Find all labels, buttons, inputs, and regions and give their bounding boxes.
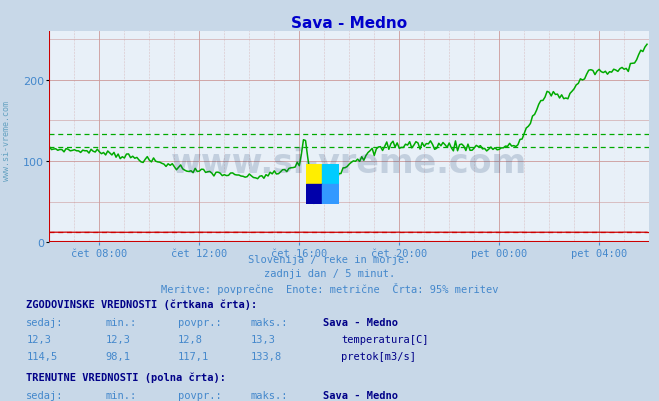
- Text: 12,3: 12,3: [26, 334, 51, 344]
- Text: Slovenija / reke in morje.: Slovenija / reke in morje.: [248, 255, 411, 265]
- Text: Sava - Medno: Sava - Medno: [323, 317, 398, 327]
- Text: maks.:: maks.:: [250, 390, 288, 400]
- Text: 12,8: 12,8: [178, 334, 203, 344]
- Text: povpr.:: povpr.:: [178, 390, 221, 400]
- Text: www.si-vreme.com: www.si-vreme.com: [171, 146, 527, 179]
- Text: Sava - Medno: Sava - Medno: [323, 390, 398, 400]
- Text: povpr.:: povpr.:: [178, 317, 221, 327]
- Text: sedaj:: sedaj:: [26, 317, 64, 327]
- Bar: [322, 164, 339, 184]
- Text: 117,1: 117,1: [178, 351, 209, 361]
- Title: Sava - Medno: Sava - Medno: [291, 16, 407, 31]
- Text: TRENUTNE VREDNOSTI (polna črta):: TRENUTNE VREDNOSTI (polna črta):: [26, 372, 226, 382]
- Text: www.si-vreme.com: www.si-vreme.com: [2, 100, 11, 180]
- Text: min.:: min.:: [105, 390, 136, 400]
- Text: 98,1: 98,1: [105, 351, 130, 361]
- Text: 12,3: 12,3: [105, 334, 130, 344]
- Text: ZGODOVINSKE VREDNOSTI (črtkana črta):: ZGODOVINSKE VREDNOSTI (črtkana črta):: [26, 299, 258, 309]
- Bar: [306, 164, 322, 184]
- Text: zadnji dan / 5 minut.: zadnji dan / 5 minut.: [264, 269, 395, 279]
- Text: temperatura[C]: temperatura[C]: [341, 334, 429, 344]
- Text: sedaj:: sedaj:: [26, 390, 64, 400]
- Text: maks.:: maks.:: [250, 317, 288, 327]
- Text: Meritve: povprečne  Enote: metrične  Črta: 95% meritev: Meritve: povprečne Enote: metrične Črta:…: [161, 283, 498, 295]
- Text: 13,3: 13,3: [250, 334, 275, 344]
- Text: 133,8: 133,8: [250, 351, 281, 361]
- Bar: [322, 184, 339, 205]
- Text: 114,5: 114,5: [26, 351, 57, 361]
- Bar: [306, 184, 322, 205]
- Text: min.:: min.:: [105, 317, 136, 327]
- Text: pretok[m3/s]: pretok[m3/s]: [341, 351, 416, 361]
